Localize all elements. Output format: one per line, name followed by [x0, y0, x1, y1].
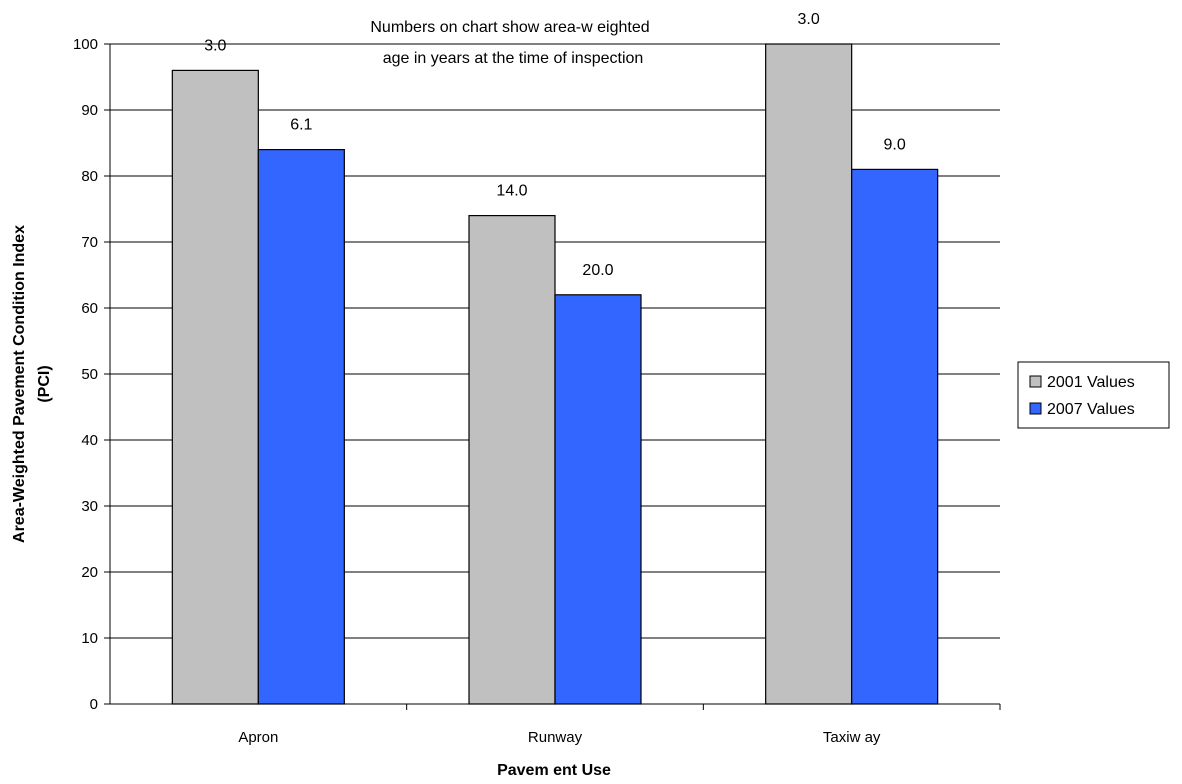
y-tick-label: 40: [81, 432, 98, 449]
y-axis-title-line-1: Area-Weighted Pavement Condition Index: [11, 225, 28, 543]
x-tick-label: Taxiw ay: [823, 729, 881, 746]
annotation-line-1: Numbers on chart show area-w eighted: [370, 19, 649, 36]
bar-2001-values: [468, 215, 556, 705]
y-tick-label: 60: [81, 300, 98, 317]
legend-label: 2007 Values: [1047, 401, 1135, 418]
data-label: 20.0: [582, 262, 613, 279]
data-label: 3.0: [798, 11, 820, 28]
data-labels: 3.0 6.1 14.0 20.0 3.0 9.0: [204, 11, 906, 279]
x-tick-label: Runway: [528, 729, 583, 746]
bar-group: [171, 43, 939, 705]
y-tick-label: 10: [81, 630, 98, 647]
legend: 2001 Values 2007 Values: [1017, 361, 1170, 429]
legend-swatch: [1029, 402, 1042, 415]
bar-2007-values: [851, 168, 939, 705]
y-tick-labels: 0 10 20 30 40 50 60 70 80 90 100: [73, 36, 98, 713]
legend-swatch: [1029, 375, 1042, 388]
x-tick-labels: Apron Runway Taxiw ay: [238, 729, 881, 746]
data-label: 14.0: [496, 183, 527, 200]
data-label: 3.0: [204, 37, 226, 54]
legend-box: [1017, 361, 1170, 429]
y-tick-label: 90: [81, 102, 98, 119]
data-label: 6.1: [290, 117, 312, 134]
bar-2007-values: [554, 294, 642, 705]
y-tick-label: 50: [81, 366, 98, 383]
y-tick-label: 30: [81, 498, 98, 515]
y-tick-label: 20: [81, 564, 98, 581]
bar-2007-values: [257, 149, 345, 705]
x-axis-title: Pavem ent Use: [497, 762, 611, 779]
annotation-line-2: age in years at the time of inspection: [383, 50, 644, 67]
bar-2001-values: [171, 69, 259, 705]
y-tick-label: 100: [73, 36, 98, 53]
legend-label: 2001 Values: [1047, 374, 1135, 391]
axes: [104, 43, 1001, 710]
y-tick-label: 70: [81, 234, 98, 251]
y-tick-label: 80: [81, 168, 98, 185]
bar-2001-values: [765, 43, 853, 705]
y-tick-label: 0: [90, 696, 98, 713]
y-axis-title-line-2: (PCI): [36, 365, 53, 402]
data-label: 9.0: [884, 136, 906, 153]
x-tick-label: Apron: [238, 729, 278, 746]
